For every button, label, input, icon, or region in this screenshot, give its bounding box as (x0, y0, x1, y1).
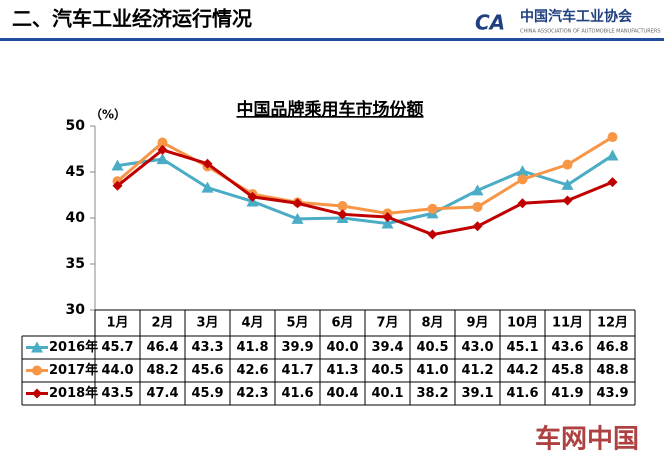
table-value: 38.2 (416, 386, 448, 401)
point (516, 165, 529, 177)
x-tick-label: 3月 (196, 316, 218, 331)
point (562, 195, 573, 206)
table-value: 41.6 (506, 386, 538, 401)
table-value: 46.4 (146, 340, 178, 355)
table-value: 41.8 (236, 340, 268, 355)
table-value: 42.6 (236, 363, 268, 378)
x-tick-label: 12月 (597, 316, 628, 331)
table-value: 45.9 (191, 386, 223, 401)
table-value: 48.2 (146, 363, 178, 378)
y-axis-label: （%） (90, 107, 126, 122)
logo-icon: CA (475, 11, 505, 35)
header-rule (0, 38, 664, 41)
table-value: 47.4 (146, 386, 178, 401)
legend-label: 2017年 (49, 362, 98, 378)
legend-marker (32, 365, 42, 376)
table-value: 43.6 (551, 340, 583, 355)
table-value: 41.2 (461, 363, 493, 378)
point (517, 198, 528, 209)
y-tick-label: 40 (66, 210, 86, 226)
point (337, 209, 348, 220)
point (112, 180, 123, 191)
y-tick-label: 50 (66, 118, 86, 134)
x-tick-label: 9月 (466, 316, 488, 331)
table-value: 39.9 (281, 340, 313, 355)
point (517, 174, 528, 185)
point (471, 184, 484, 196)
x-tick-label: 5月 (286, 316, 308, 331)
point (472, 201, 483, 212)
x-tick-label: 7月 (376, 316, 398, 331)
legend-label: 2018年 (49, 385, 98, 401)
x-tick-label: 10月 (507, 316, 538, 331)
x-tick-label: 11月 (552, 316, 583, 331)
point (157, 137, 168, 148)
point (382, 212, 393, 223)
x-tick-label: 2月 (151, 316, 173, 331)
table-value: 40.5 (371, 363, 403, 378)
point (201, 181, 214, 193)
point (606, 149, 619, 161)
series-line (116, 148, 614, 237)
watermark: 车网中国 (535, 424, 639, 455)
point (561, 178, 574, 190)
table-value: 42.3 (236, 386, 268, 401)
point (291, 212, 304, 224)
table-value: 46.8 (596, 340, 628, 355)
point (607, 132, 618, 143)
point (427, 229, 438, 240)
x-tick-label: 6月 (331, 316, 353, 331)
point (472, 221, 483, 232)
table-value: 39.4 (371, 340, 403, 355)
table-value: 43.3 (191, 340, 223, 355)
y-tick-label: 45 (66, 164, 85, 180)
chart-title: 中国品牌乘用车市场份额 (237, 99, 424, 120)
table-value: 45.7 (101, 340, 133, 355)
x-tick-label: 8月 (421, 316, 443, 331)
table-value: 41.3 (326, 363, 358, 378)
table-value: 43.5 (101, 386, 133, 401)
point (337, 201, 348, 212)
point (381, 217, 394, 229)
table-value: 41.7 (281, 363, 313, 378)
table-value: 41.0 (416, 363, 448, 378)
y-tick-label: 30 (66, 302, 86, 318)
table-value: 43.0 (461, 340, 493, 355)
legend-marker (31, 341, 43, 353)
table-value: 45.1 (506, 340, 538, 355)
point (562, 159, 573, 170)
point (202, 158, 213, 169)
point (607, 177, 618, 188)
table-value: 43.9 (596, 386, 628, 401)
table-value: 40.4 (326, 386, 358, 401)
point (292, 198, 303, 209)
point (156, 153, 169, 165)
header-title: 二、汽车工业经济运行情况 (12, 7, 252, 31)
table-value: 48.8 (596, 363, 628, 378)
legend-label: 2016年 (49, 339, 98, 355)
table-value: 45.6 (191, 363, 223, 378)
series-line (117, 154, 614, 226)
y-tick-label: 35 (66, 256, 85, 272)
x-tick-label: 1月 (106, 316, 128, 331)
table-value: 44.2 (506, 363, 538, 378)
point (427, 203, 438, 214)
table-value: 40.1 (371, 386, 403, 401)
table-value: 44.0 (101, 363, 133, 378)
point (111, 159, 124, 171)
table-value: 41.6 (281, 386, 313, 401)
table-value: 40.5 (416, 340, 448, 355)
point (157, 144, 168, 155)
table-value: 39.1 (461, 386, 493, 401)
x-tick-label: 4月 (241, 316, 263, 331)
point (247, 191, 258, 202)
table-value: 40.0 (326, 340, 358, 355)
logo-sub: CHINA ASSOCIATION OF AUTOMOBILE MANUFACT… (520, 29, 661, 35)
logo-name: 中国汽车工业协会 (520, 8, 633, 25)
legend-marker (32, 388, 42, 399)
table-value: 45.8 (551, 363, 583, 378)
table-value: 41.9 (551, 386, 583, 401)
